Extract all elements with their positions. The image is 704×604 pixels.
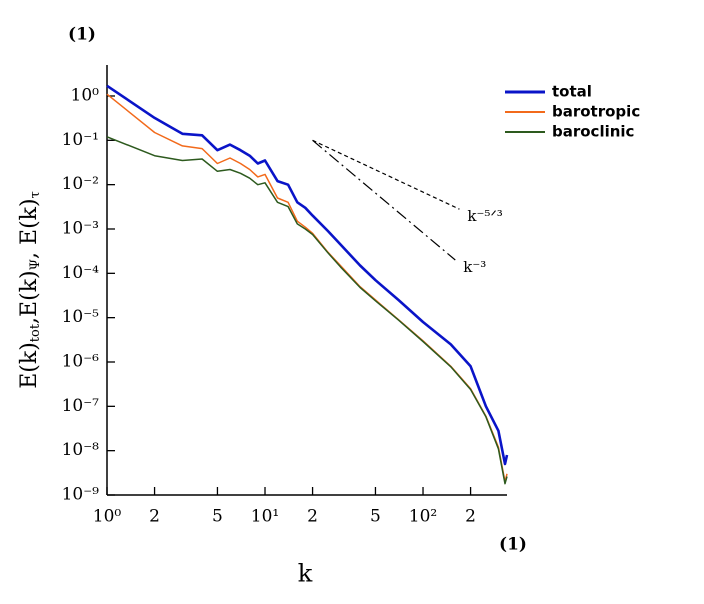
y-label-sub: tot xyxy=(28,323,43,342)
x-tick-label: 10⁰ xyxy=(93,507,122,527)
y-axis-label: E(k)tot,E(k)Ψ, E(k)τ xyxy=(17,191,43,389)
x-tick-label: 5 xyxy=(370,507,381,527)
y-tick-label: 10⁻³ xyxy=(62,218,99,238)
x-tick-label: 10¹ xyxy=(251,507,279,527)
y-tick-label: 10⁻⁸ xyxy=(62,440,100,460)
legend-label: barotropic xyxy=(552,103,640,121)
y-tick-label: 10⁰ xyxy=(71,85,100,105)
legend-label: baroclinic xyxy=(552,123,634,141)
y-label-part: , E(k) xyxy=(17,198,42,259)
x-tick-label: 10² xyxy=(409,507,437,527)
y-tick-label: 10⁻² xyxy=(62,174,99,194)
y-tick-label: 10⁻¹ xyxy=(62,130,99,150)
series-line xyxy=(106,93,508,483)
reference-line xyxy=(312,139,456,261)
y-tick-label: 10⁻⁴ xyxy=(62,263,100,283)
y-label-sub: Ψ xyxy=(28,259,43,270)
series-line xyxy=(106,136,508,485)
legend-label: total xyxy=(552,83,592,101)
x-tick-label: 2 xyxy=(307,507,318,527)
top-label: (1) xyxy=(68,25,96,45)
x-axis-label: k xyxy=(298,560,313,588)
y-tick-label: 10⁻⁵ xyxy=(62,307,100,327)
reference-label: k⁻³ xyxy=(463,258,486,276)
y-label-sub: τ xyxy=(28,191,43,198)
y-tick-label: 10⁻⁹ xyxy=(62,485,100,505)
reference-line xyxy=(312,139,460,210)
x-tick-label: 5 xyxy=(212,507,223,527)
reference-label: k⁻⁵ᐟ³ xyxy=(467,207,502,225)
y-tick-label: 10⁻⁷ xyxy=(62,396,100,416)
y-tick-label: 10⁻⁶ xyxy=(62,351,100,371)
x-tick-label: 2 xyxy=(149,507,160,527)
x-tick-label: 2 xyxy=(465,507,476,527)
y-label-part: E(k) xyxy=(17,342,42,389)
bottom-label: (1) xyxy=(499,535,527,555)
y-label-part: ,E(k) xyxy=(17,270,42,324)
series-line xyxy=(106,84,509,466)
